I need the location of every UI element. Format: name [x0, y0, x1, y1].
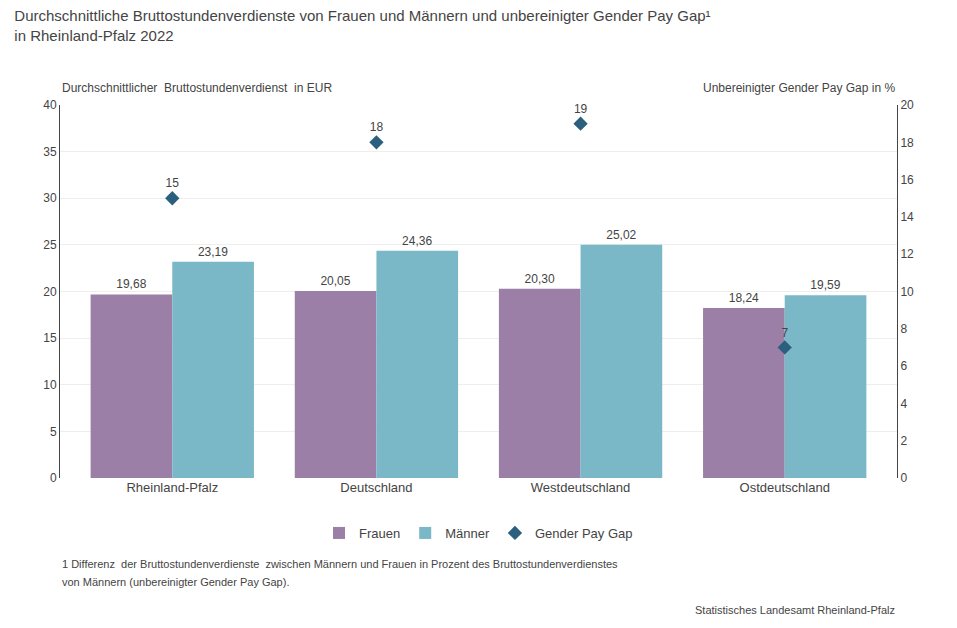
svg-text:25,02: 25,02: [606, 228, 636, 242]
svg-text:18: 18: [900, 136, 914, 150]
svg-text:25: 25: [43, 238, 57, 252]
svg-text:7: 7: [781, 326, 788, 340]
svg-text:10: 10: [900, 285, 914, 299]
svg-text:10: 10: [43, 378, 57, 392]
svg-text:von Männern (unbereinigter Gen: von Männern (unbereinigter Gender Pay Ga…: [62, 576, 289, 588]
svg-text:Rheinland-Pfalz: Rheinland-Pfalz: [126, 480, 218, 495]
svg-text:5: 5: [50, 425, 57, 439]
svg-text:1 Differenz der Bruttostunden: 1 Differenz der Bruttostundenverdienste …: [62, 558, 618, 570]
svg-text:0: 0: [900, 471, 907, 485]
svg-text:4: 4: [900, 397, 907, 411]
svg-text:19,59: 19,59: [810, 278, 840, 292]
svg-text:14: 14: [900, 210, 914, 224]
svg-text:15: 15: [166, 176, 180, 190]
svg-text:Männer: Männer: [445, 526, 490, 541]
svg-text:Ostdeutschland: Ostdeutschland: [740, 480, 830, 495]
svg-text:20: 20: [43, 285, 57, 299]
svg-text:20,05: 20,05: [320, 274, 350, 288]
svg-text:30: 30: [43, 191, 57, 205]
svg-text:35: 35: [43, 145, 57, 159]
svg-text:Statistisches Landesamt Rheinl: Statistisches Landesamt Rheinland-Pfalz: [695, 604, 895, 616]
svg-text:Durchschnittlicher Bruttostun: Durchschnittlicher Bruttostundenverdiens…: [62, 81, 332, 95]
svg-text:20,30: 20,30: [525, 272, 555, 286]
svg-text:18,24: 18,24: [729, 291, 759, 305]
svg-text:40: 40: [43, 98, 57, 112]
svg-text:2: 2: [900, 434, 907, 448]
svg-text:23,19: 23,19: [198, 245, 228, 259]
svg-text:6: 6: [900, 359, 907, 373]
svg-text:8: 8: [900, 322, 907, 336]
svg-text:Westdeutschland: Westdeutschland: [531, 480, 631, 495]
svg-text:20: 20: [900, 98, 914, 112]
svg-text:19,68: 19,68: [116, 277, 146, 291]
svg-text:24,36: 24,36: [402, 234, 432, 248]
svg-text:Gender Pay Gap: Gender Pay Gap: [535, 526, 633, 541]
svg-text:16: 16: [900, 173, 914, 187]
svg-text:Deutschland: Deutschland: [340, 480, 412, 495]
svg-text:19: 19: [574, 102, 588, 116]
svg-text:12: 12: [900, 247, 914, 261]
svg-text:Frauen: Frauen: [359, 526, 400, 541]
svg-text:18: 18: [370, 120, 384, 134]
svg-text:15: 15: [43, 331, 57, 345]
svg-text:0: 0: [50, 471, 57, 485]
svg-text:Unbereinigter Gender Pay Gap i: Unbereinigter Gender Pay Gap in %: [703, 81, 895, 95]
svg-text:Durchschnittliche Bruttostunde: Durchschnittliche Bruttostundenverdienst…: [14, 7, 710, 44]
